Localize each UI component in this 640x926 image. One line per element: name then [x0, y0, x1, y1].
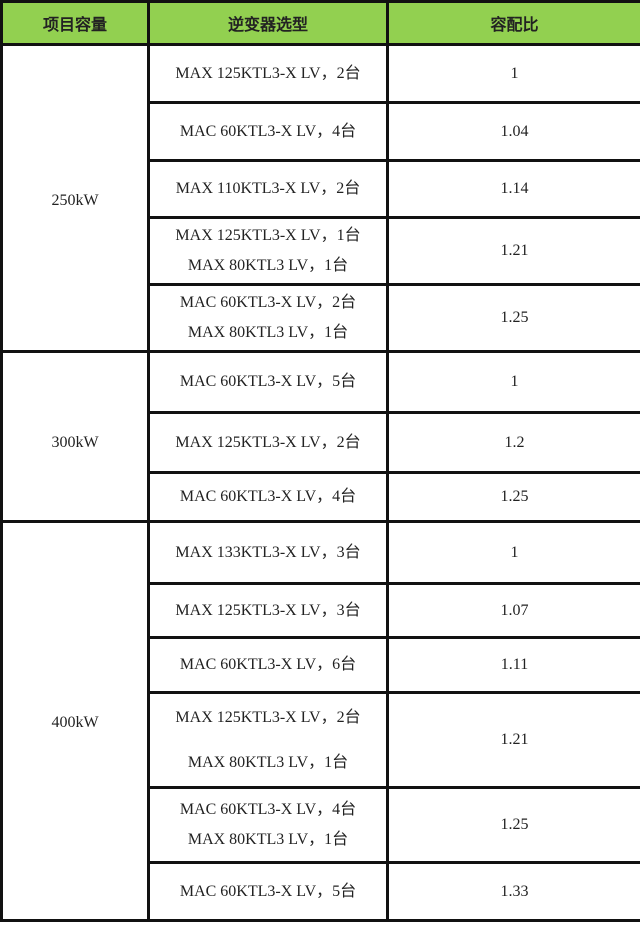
- table-row: MAX 125KTL3-X LV，2台 MAX 80KTL3 LV，1台 1.21: [2, 691, 640, 789]
- ratio-cell: 1.25: [386, 471, 640, 523]
- inverter-model: MAX 80KTL3 LV，1台: [187, 257, 349, 274]
- inverter-model: MAX 133KTL3-X LV，3台: [175, 543, 361, 561]
- ratio-cell: 1: [386, 520, 640, 585]
- inverter-model: MAC 60KTL3-X LV，5台: [179, 373, 357, 390]
- header-row: 项目容量 逆变器选型 容配比: [0, 0, 640, 46]
- capacity-cell: 400kW: [0, 520, 150, 922]
- inverter-model: MAX 125KTL3-X LV，2台: [175, 433, 361, 451]
- table-row: MAC 60KTL3-X LV，4台 MAX 80KTL3 LV，1台 1.25: [2, 786, 640, 864]
- capacity-value: 250kW: [51, 192, 99, 209]
- inverter-cell: MAX 125KTL3-X LV，1台 MAX 80KTL3 LV，1台: [147, 216, 389, 286]
- inverter-model: MAX 80KTL3 LV，1台: [187, 324, 349, 341]
- ratio-cell: 1.21: [386, 216, 640, 286]
- table-row: MAC 60KTL3-X LV，4台 1.25: [2, 471, 640, 523]
- ratio-cell: 1.25: [386, 786, 640, 864]
- ratio-cell: 1.33: [386, 861, 640, 922]
- inverter-cell: MAC 60KTL3-X LV，4台: [147, 101, 389, 162]
- inverter-model: MAC 60KTL3-X LV，4台: [179, 122, 357, 140]
- table-row: MAX 125KTL3-X LV，2台 1.2: [2, 411, 640, 474]
- inverter-cell: MAX 125KTL3-X LV，2台: [147, 411, 389, 474]
- table-row: MAC 60KTL3-X LV，4台 1.04: [2, 101, 640, 162]
- inverter-cell: MAC 60KTL3-X LV，2台 MAX 80KTL3 LV，1台: [147, 283, 389, 353]
- inverter-cell: MAC 60KTL3-X LV，4台 MAX 80KTL3 LV，1台: [147, 786, 389, 864]
- inverter-model: MAX 125KTL3-X LV，1台: [175, 227, 361, 244]
- ratio-cell: 1.25: [386, 283, 640, 353]
- header-ratio: 容配比: [386, 0, 640, 46]
- inverter-model: MAC 60KTL3-X LV，4台: [179, 801, 357, 818]
- ratio-cell: 1.04: [386, 101, 640, 162]
- inverter-model: MAX 125KTL3-X LV，2台: [175, 64, 361, 82]
- inverter-model: MAX 80KTL3 LV，1台: [187, 831, 349, 848]
- ratio-cell: 1.07: [386, 582, 640, 639]
- inverter-cell: MAC 60KTL3-X LV，5台: [147, 861, 389, 922]
- inverter-model: MAX 125KTL3-X LV，3台: [175, 601, 361, 619]
- header-capacity: 项目容量: [0, 0, 150, 46]
- capacity-value: 400kW: [51, 714, 99, 731]
- inverter-model: MAX 80KTL3 LV，1台: [187, 754, 349, 771]
- table-row: MAX 110KTL3-X LV，2台 1.14: [2, 159, 640, 219]
- inverter-model: MAX 110KTL3-X LV，2台: [175, 180, 361, 197]
- ratio-cell: 1.2: [386, 411, 640, 474]
- ratio-cell: 1.11: [386, 636, 640, 694]
- table-body: 250kW MAX 125KTL3-X LV，2台 1 MAC 60KTL3-X LV…: [0, 43, 640, 922]
- table-row: MAC 60KTL3-X LV，5台 1.33: [2, 861, 640, 922]
- inverter-model: MAC 60KTL3-X LV，5台: [179, 882, 357, 900]
- table-row: 300kW MAC 60KTL3-X LV，5台 1: [0, 350, 640, 523]
- inverter-cell: MAX 125KTL3-X LV，2台 MAX 80KTL3 LV，1台: [147, 691, 389, 789]
- inverter-cell: MAC 60KTL3-X LV，4台: [147, 471, 389, 523]
- table-row: MAC 60KTL3-X LV，6台 1.11: [2, 636, 640, 694]
- ratio-cell: 1: [386, 43, 640, 104]
- inverter-cell: MAX 133KTL3-X LV，3台: [147, 520, 389, 585]
- inverter-cell: MAC 60KTL3-X LV，5台: [147, 350, 389, 414]
- capacity-cell: 300kW: [0, 350, 150, 523]
- inverter-cell: MAX 125KTL3-X LV，2台: [147, 43, 389, 104]
- table-row: MAC 60KTL3-X LV，2台 MAX 80KTL3 LV，1台 1.25: [2, 283, 640, 353]
- inverter-model: MAX 125KTL3-X LV，2台: [175, 709, 361, 726]
- inverter-model: MAC 60KTL3-X LV，2台: [179, 294, 357, 311]
- table-row: 400kW MAX 133KTL3-X LV，3台 1: [0, 520, 640, 922]
- inverter-cell: MAC 60KTL3-X LV，6台: [147, 636, 389, 694]
- header-inverter: 逆变器选型: [147, 0, 389, 46]
- inverter-model: MAC 60KTL3-X LV，6台: [179, 656, 357, 673]
- inverter-cell: MAX 110KTL3-X LV，2台: [147, 159, 389, 219]
- table-row: 250kW MAX 125KTL3-X LV，2台 1: [0, 43, 640, 353]
- ratio-cell: 1.21: [386, 691, 640, 789]
- table-row: MAX 125KTL3-X LV，1台 MAX 80KTL3 LV，1台 1.21: [2, 216, 640, 286]
- ratio-cell: 1: [386, 350, 640, 414]
- table-row: MAX 125KTL3-X LV，3台 1.07: [2, 582, 640, 639]
- ratio-cell: 1.14: [386, 159, 640, 219]
- inverter-model: MAC 60KTL3-X LV，4台: [179, 488, 357, 505]
- inverter-cell: MAX 125KTL3-X LV，3台: [147, 582, 389, 639]
- capacity-value: 300kW: [51, 434, 99, 451]
- capacity-cell: 250kW: [0, 43, 150, 353]
